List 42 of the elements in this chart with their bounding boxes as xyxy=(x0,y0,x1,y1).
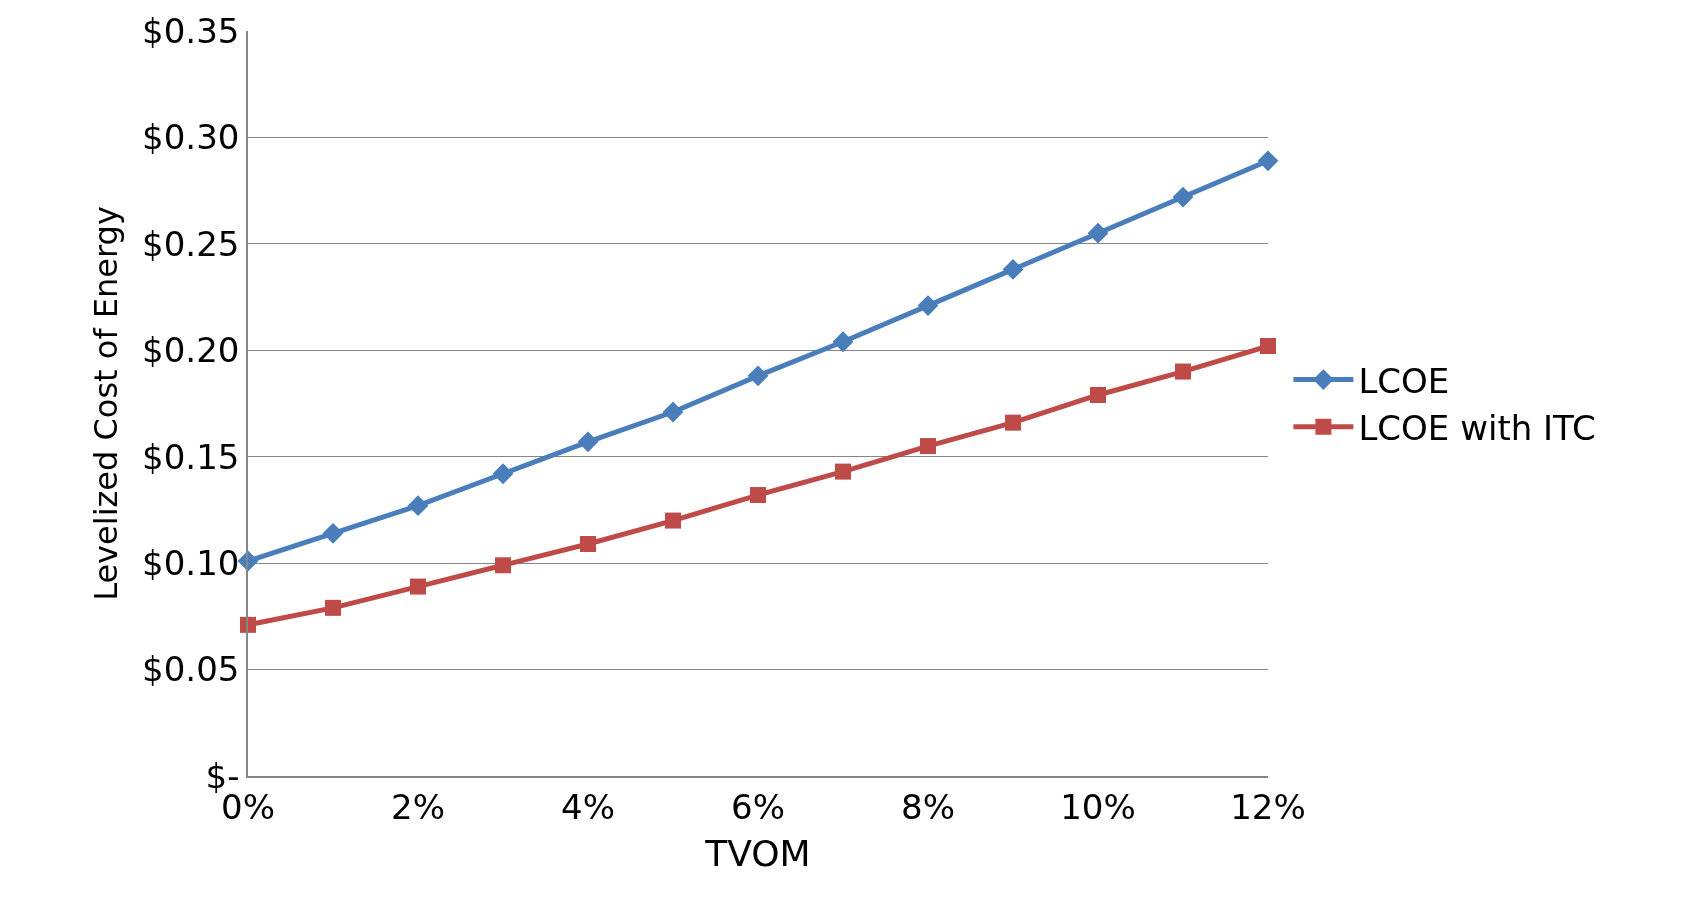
point xyxy=(1090,386,1106,403)
x-tick-label: 2% xyxy=(391,786,445,827)
x-tick-label: 0% xyxy=(221,786,275,827)
point xyxy=(492,463,514,485)
x-tick-label: 10% xyxy=(1060,786,1136,827)
y-tick-label: $0.35 xyxy=(142,10,240,51)
point xyxy=(407,495,429,517)
point xyxy=(410,578,426,595)
x-tick-label: 8% xyxy=(901,786,955,827)
point xyxy=(920,438,936,455)
legend-label: LCOE with ITC xyxy=(1358,408,1596,449)
y-axis-title: Levelized Cost of Energy xyxy=(86,206,125,601)
x-tick-label: 12% xyxy=(1230,786,1306,827)
point xyxy=(1172,186,1194,208)
y-tick-label: $0.25 xyxy=(142,223,240,264)
point xyxy=(750,487,766,504)
point xyxy=(325,599,341,616)
point xyxy=(580,535,596,552)
point xyxy=(832,331,854,353)
point xyxy=(322,522,344,544)
legend-label: LCOE xyxy=(1358,360,1450,401)
point xyxy=(917,295,939,316)
point xyxy=(1087,222,1109,244)
point xyxy=(1260,338,1276,355)
point xyxy=(835,463,851,480)
point xyxy=(1175,363,1191,380)
point xyxy=(1002,259,1024,280)
x-tick-label: 4% xyxy=(561,786,615,827)
x-tick-label: 6% xyxy=(731,786,785,827)
point xyxy=(495,557,511,574)
point xyxy=(1257,150,1279,172)
y-tick-label: $0.05 xyxy=(142,649,240,690)
y-tick-label: $0.30 xyxy=(142,117,240,158)
y-tick-label: $0.15 xyxy=(142,436,240,477)
point xyxy=(747,365,769,387)
point xyxy=(665,512,681,529)
x-axis-title: TVOM xyxy=(704,832,811,874)
y-tick-label: $0.20 xyxy=(142,330,240,371)
point xyxy=(1005,414,1021,431)
y-tick-label: $0.10 xyxy=(142,543,240,584)
point xyxy=(577,431,599,453)
point xyxy=(662,401,684,423)
